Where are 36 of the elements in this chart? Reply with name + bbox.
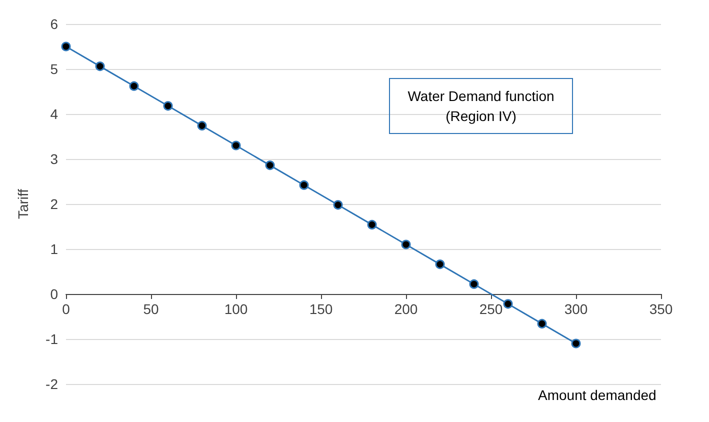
point	[401, 240, 411, 250]
x-axis-title: Amount demanded	[538, 387, 656, 403]
y-tick-label: -1	[46, 331, 58, 347]
y-tick-label: 1	[50, 241, 58, 257]
point	[95, 62, 105, 72]
point	[265, 160, 275, 170]
y-tick-label: 6	[50, 16, 58, 32]
point	[299, 180, 309, 190]
y-tick-label: 4	[50, 106, 58, 122]
y-tick-label: 0	[50, 286, 58, 302]
x-tick-label: 150	[309, 301, 333, 317]
point	[503, 299, 513, 309]
y-tick-label: 2	[50, 196, 58, 212]
y-tick-label: 5	[50, 61, 58, 77]
point	[469, 279, 479, 289]
point	[61, 42, 71, 52]
x-tick-label: 100	[224, 301, 248, 317]
y-axis-title: Tariff	[15, 188, 31, 220]
text: Water Demand function (Region IV)	[408, 88, 554, 124]
point	[231, 140, 241, 150]
x-tick-label: 0	[62, 301, 70, 317]
x-tick-label: 200	[394, 301, 418, 317]
point	[537, 318, 547, 328]
point	[129, 81, 139, 91]
y-tick-label: 3	[50, 151, 58, 167]
x-tick-label: 50	[143, 301, 159, 317]
point	[367, 220, 377, 230]
point	[333, 200, 343, 210]
point	[435, 260, 445, 270]
point	[163, 101, 173, 111]
y-tick-label: -2	[46, 376, 58, 392]
x-tick-label: 300	[564, 301, 588, 317]
point	[197, 120, 207, 130]
x-tick-label: 350	[649, 301, 673, 317]
x-tick-label: 250	[479, 301, 503, 317]
point	[571, 338, 581, 348]
